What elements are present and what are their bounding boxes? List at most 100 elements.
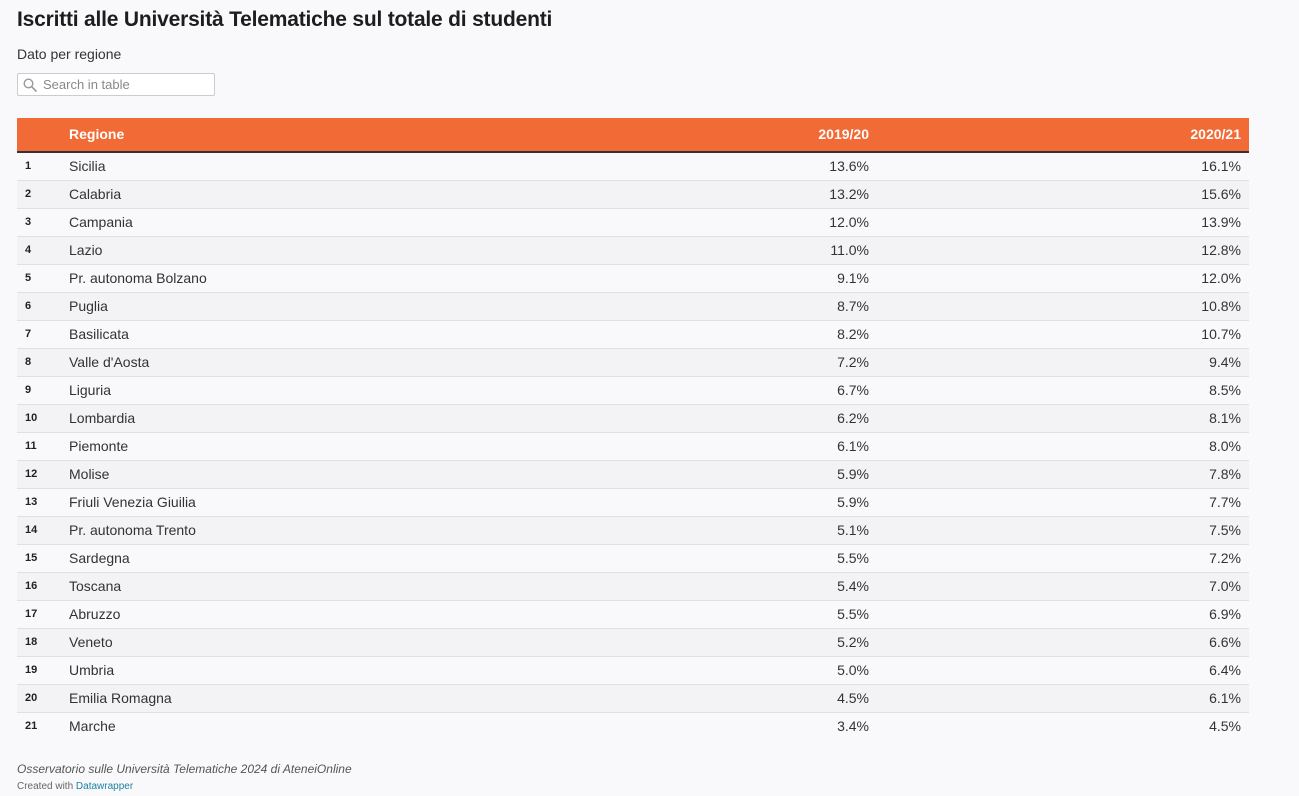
table-row: 18 Veneto 5.2% 6.6% bbox=[17, 629, 1249, 657]
row-rank: 5 bbox=[25, 272, 32, 284]
table-header: Regione 2019/20 2020/21 bbox=[17, 118, 1249, 153]
table-row: 2 Calabria 13.2% 15.6% bbox=[17, 181, 1249, 209]
row-rank: 16 bbox=[25, 580, 38, 592]
row-value-2019-20: 4.5% bbox=[837, 690, 869, 706]
table-row: 9 Liguria 6.7% 8.5% bbox=[17, 377, 1249, 405]
row-value-2019-20: 12.0% bbox=[829, 214, 869, 230]
table-row: 3 Campania 12.0% 13.9% bbox=[17, 209, 1249, 237]
row-region: Calabria bbox=[69, 186, 122, 202]
data-table: Regione 2019/20 2020/21 1 Sicilia 13.6% 16.… bbox=[17, 118, 1249, 741]
row-value-2019-20: 5.4% bbox=[837, 578, 869, 594]
table-row: 5 Pr. autonoma Bolzano 9.1% 12.0% bbox=[17, 265, 1249, 293]
row-value-2019-20: 8.2% bbox=[837, 326, 869, 342]
row-value-2020-21: 7.7% bbox=[1209, 494, 1241, 510]
row-rank: 14 bbox=[25, 524, 38, 536]
page-subtitle: Dato per regione bbox=[17, 46, 122, 62]
row-value-2019-20: 7.2% bbox=[837, 354, 869, 370]
row-region: Valle d'Aosta bbox=[69, 354, 150, 370]
row-value-2020-21: 6.6% bbox=[1209, 634, 1241, 650]
table-row: 20 Emilia Romagna 4.5% 6.1% bbox=[17, 685, 1249, 713]
table-row: 17 Abruzzo 5.5% 6.9% bbox=[17, 601, 1249, 629]
row-rank: 20 bbox=[25, 692, 38, 704]
table-row: 14 Pr. autonoma Trento 5.1% 7.5% bbox=[17, 517, 1249, 545]
column-header-regione[interactable]: Regione bbox=[69, 126, 125, 142]
row-rank: 15 bbox=[25, 552, 38, 564]
table-row: 12 Molise 5.9% 7.8% bbox=[17, 461, 1249, 489]
table-row: 10 Lombardia 6.2% 8.1% bbox=[17, 405, 1249, 433]
table-row: 4 Lazio 11.0% 12.8% bbox=[17, 237, 1249, 265]
row-value-2019-20: 9.1% bbox=[837, 270, 869, 286]
row-value-2020-21: 16.1% bbox=[1201, 158, 1241, 174]
table-row: 6 Puglia 8.7% 10.8% bbox=[17, 293, 1249, 321]
row-region: Umbria bbox=[69, 662, 115, 678]
row-region: Piemonte bbox=[69, 438, 129, 454]
row-rank: 4 bbox=[25, 244, 32, 256]
row-rank: 7 bbox=[25, 328, 32, 340]
row-region: Sicilia bbox=[69, 158, 106, 174]
row-rank: 6 bbox=[25, 300, 32, 312]
row-rank: 12 bbox=[25, 468, 38, 480]
column-header-2019-20[interactable]: 2019/20 bbox=[818, 126, 869, 142]
row-value-2020-21: 6.4% bbox=[1209, 662, 1241, 678]
row-value-2019-20: 8.7% bbox=[837, 298, 869, 314]
row-region: Abruzzo bbox=[69, 606, 121, 622]
table-row: 13 Friuli Venezia Giuilia 5.9% 7.7% bbox=[17, 489, 1249, 517]
column-header-2020-21[interactable]: 2020/21 bbox=[1190, 126, 1241, 142]
row-value-2020-21: 8.0% bbox=[1209, 438, 1241, 454]
row-value-2020-21: 7.5% bbox=[1209, 522, 1241, 538]
row-value-2020-21: 6.9% bbox=[1209, 606, 1241, 622]
row-region: Basilicata bbox=[69, 326, 129, 342]
row-value-2019-20: 6.1% bbox=[837, 438, 869, 454]
credit-line: Created with Datawrapper bbox=[17, 781, 133, 792]
row-region: Friuli Venezia Giuilia bbox=[69, 494, 196, 510]
row-region: Campania bbox=[69, 214, 133, 230]
datawrapper-link[interactable]: Datawrapper bbox=[75, 781, 134, 792]
table-row: 11 Piemonte 6.1% 8.0% bbox=[17, 433, 1249, 461]
row-value-2020-21: 10.8% bbox=[1201, 298, 1241, 314]
row-rank: 13 bbox=[25, 496, 38, 508]
row-value-2020-21: 8.1% bbox=[1209, 410, 1241, 426]
row-value-2019-20: 5.9% bbox=[837, 466, 869, 482]
row-value-2020-21: 4.5% bbox=[1209, 718, 1241, 734]
row-rank: 21 bbox=[25, 720, 38, 732]
row-value-2019-20: 5.5% bbox=[837, 550, 869, 566]
table-row: 21 Marche 3.4% 4.5% bbox=[17, 713, 1249, 741]
row-region: Lombardia bbox=[69, 410, 136, 426]
row-value-2020-21: 9.4% bbox=[1209, 354, 1241, 370]
row-value-2019-20: 5.0% bbox=[837, 662, 869, 678]
table-row: 15 Sardegna 5.5% 7.2% bbox=[17, 545, 1249, 573]
row-region: Lazio bbox=[69, 242, 103, 258]
row-value-2020-21: 7.8% bbox=[1209, 466, 1241, 482]
table-row: 1 Sicilia 13.6% 16.1% bbox=[17, 153, 1249, 181]
table-row: 16 Toscana 5.4% 7.0% bbox=[17, 573, 1249, 601]
row-region: Toscana bbox=[69, 578, 122, 594]
row-region: Marche bbox=[69, 718, 116, 734]
row-rank: 9 bbox=[25, 384, 32, 396]
row-region: Sardegna bbox=[69, 550, 130, 566]
row-rank: 11 bbox=[25, 440, 37, 452]
row-region: Emilia Romagna bbox=[69, 690, 172, 706]
row-region: Veneto bbox=[69, 634, 113, 650]
row-rank: 2 bbox=[25, 188, 32, 200]
row-rank: 3 bbox=[25, 216, 32, 228]
row-value-2019-20: 11.0% bbox=[830, 242, 869, 258]
row-value-2020-21: 8.5% bbox=[1209, 382, 1241, 398]
credit-prefix: Created with bbox=[17, 781, 76, 792]
row-rank: 1 bbox=[25, 160, 32, 172]
row-value-2019-20: 5.5% bbox=[837, 606, 869, 622]
row-value-2020-21: 7.0% bbox=[1209, 578, 1241, 594]
row-value-2019-20: 13.2% bbox=[829, 186, 869, 202]
row-value-2020-21: 10.7% bbox=[1201, 326, 1241, 342]
row-value-2020-21: 7.2% bbox=[1209, 550, 1241, 566]
search-box[interactable] bbox=[17, 73, 215, 96]
row-value-2019-20: 5.1% bbox=[837, 522, 869, 538]
row-value-2019-20: 5.2% bbox=[837, 634, 869, 650]
row-value-2020-21: 12.8% bbox=[1201, 242, 1241, 258]
search-input[interactable] bbox=[43, 74, 211, 95]
row-value-2020-21: 15.6% bbox=[1201, 186, 1241, 202]
row-value-2020-21: 12.0% bbox=[1201, 270, 1241, 286]
row-value-2020-21: 13.9% bbox=[1201, 214, 1241, 230]
row-rank: 10 bbox=[25, 412, 38, 424]
page-title: Iscritti alle Università Telematiche sul… bbox=[17, 8, 553, 31]
row-region: Molise bbox=[69, 466, 110, 482]
